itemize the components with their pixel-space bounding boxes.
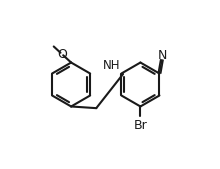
Text: N: N <box>158 49 167 62</box>
Text: NH: NH <box>103 59 121 72</box>
Text: Br: Br <box>134 119 147 132</box>
Text: O: O <box>57 48 67 61</box>
